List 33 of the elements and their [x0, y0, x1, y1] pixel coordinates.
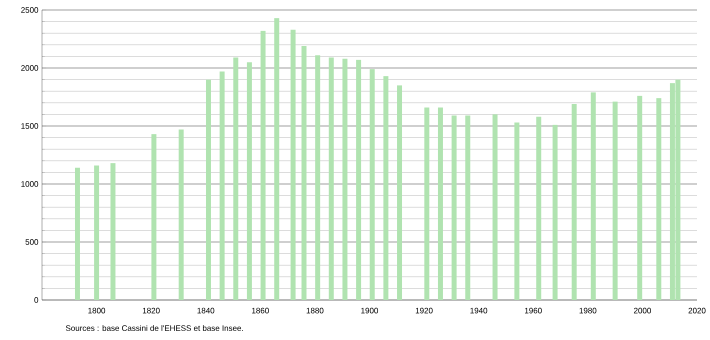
bar — [612, 102, 618, 300]
bar — [492, 114, 498, 300]
bar — [572, 104, 577, 300]
bar — [536, 116, 542, 300]
bar — [383, 76, 388, 300]
bar — [302, 46, 307, 300]
bar — [356, 60, 362, 300]
bar — [110, 163, 116, 300]
bar — [370, 69, 375, 300]
bar — [74, 168, 80, 300]
bar — [220, 71, 225, 300]
bar — [552, 124, 558, 300]
bar — [452, 116, 457, 300]
bar — [290, 30, 296, 300]
bar — [514, 122, 520, 300]
bar — [424, 107, 430, 300]
bar — [246, 62, 252, 300]
bar — [206, 80, 211, 300]
bar — [438, 107, 443, 300]
bar — [465, 116, 470, 300]
bar — [151, 134, 156, 300]
bar — [397, 85, 402, 300]
bar — [94, 165, 100, 300]
bar — [656, 98, 662, 300]
bar — [233, 58, 238, 300]
bar — [637, 96, 642, 300]
bar — [260, 30, 266, 300]
bar — [315, 55, 320, 300]
bar — [274, 18, 280, 300]
bar — [590, 92, 596, 300]
bar — [342, 58, 348, 300]
bar — [178, 129, 184, 300]
bar — [328, 58, 334, 300]
